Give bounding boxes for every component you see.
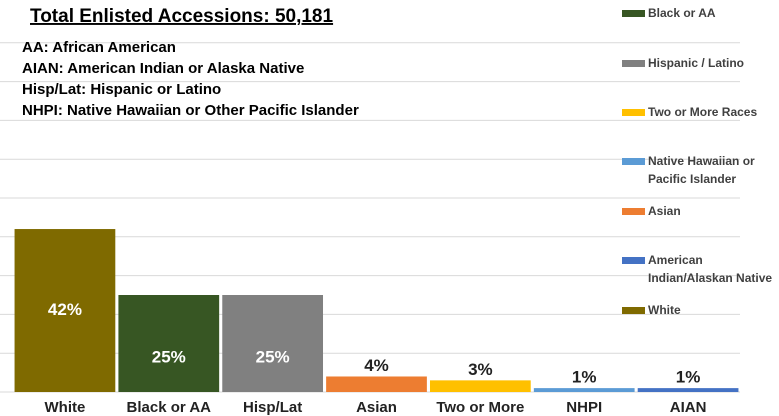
bar — [14, 229, 116, 392]
bar — [429, 380, 531, 392]
bar — [118, 295, 220, 392]
legend-label: American — [648, 253, 703, 267]
x-tick-label: White — [45, 399, 86, 416]
data-label: 25% — [256, 348, 290, 367]
x-tick-label: Two or More — [436, 399, 524, 416]
data-label: 4% — [364, 356, 389, 375]
legend-label: Indian/Alaskan Native — [648, 271, 772, 285]
legend-swatch — [622, 10, 645, 17]
x-tick-label: AIAN — [670, 399, 707, 416]
note: Hisp/Lat: Hispanic or Latino — [22, 81, 221, 98]
x-tick-label: NHPI — [566, 399, 602, 416]
legend-label: Asian — [648, 204, 681, 218]
note: AIAN: American Indian or Alaska Native — [22, 60, 304, 77]
x-tick-label: Hisp/Lat — [243, 399, 302, 416]
legend-label: Pacific Islander — [648, 172, 736, 186]
x-tick-label: Black or AA — [127, 399, 212, 416]
legend-label: Two or More Races — [648, 105, 757, 119]
x-tick-label: Asian — [356, 399, 397, 416]
chart-title: Total Enlisted Accessions: 50,181 — [30, 6, 333, 27]
bar — [637, 388, 739, 392]
legend-label: White — [648, 303, 681, 317]
note: NHPI: Native Hawaiian or Other Pacific I… — [22, 102, 359, 119]
bar — [222, 295, 324, 392]
note: AA: African American — [22, 39, 176, 56]
data-label: 3% — [468, 360, 493, 379]
data-label: 1% — [676, 368, 701, 387]
bar — [326, 376, 427, 392]
data-label: 1% — [572, 368, 597, 387]
data-label: 42% — [48, 300, 82, 319]
legend-swatch — [622, 109, 645, 116]
legend-swatch — [622, 158, 645, 165]
legend-swatch — [622, 257, 645, 264]
legend-label: Hispanic / Latino — [648, 56, 744, 70]
legend-swatch — [622, 307, 645, 314]
legend-label: Native Hawaiian or — [648, 154, 755, 168]
legend-label: Black or AA — [648, 6, 716, 20]
data-label: 25% — [152, 348, 186, 367]
legend-swatch — [622, 208, 645, 215]
bar — [533, 388, 635, 392]
legend-swatch — [622, 60, 645, 67]
